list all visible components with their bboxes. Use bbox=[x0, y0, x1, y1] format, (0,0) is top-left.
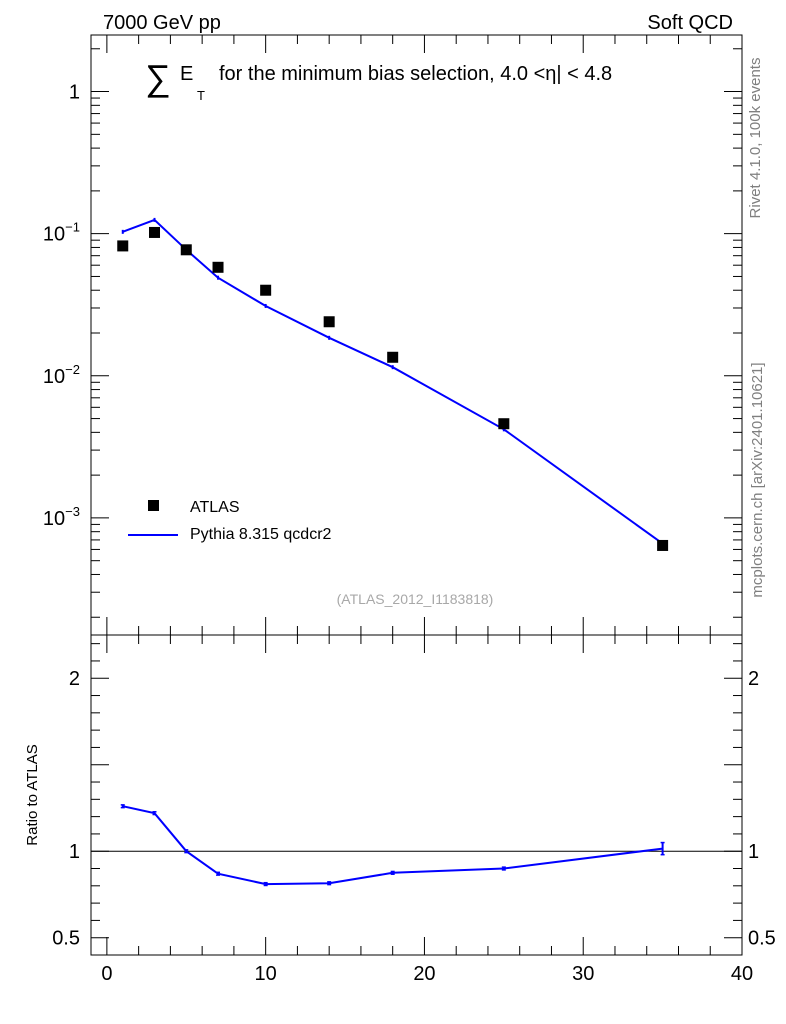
x-tick-label: 10 bbox=[255, 963, 277, 985]
pythia-line bbox=[122, 218, 664, 545]
rivet-version-label: Rivet 4.1.0, 100k events bbox=[747, 58, 764, 219]
ratio-y-tick-label-right: 0.5 bbox=[748, 928, 776, 950]
main-y-tick-label: 1 bbox=[69, 82, 80, 104]
header-left-label: 7000 GeV pp bbox=[103, 12, 221, 34]
main-y-tick-exponent: −1 bbox=[65, 220, 80, 235]
x-tick-label: 20 bbox=[413, 963, 435, 985]
main-plot: ∑ E T for the minimum bias selection, 4.… bbox=[43, 34, 743, 636]
ratio-y-axis-label: Ratio to ATLAS bbox=[24, 744, 41, 845]
x-tick-label: 30 bbox=[572, 963, 594, 985]
title-text: for the minimum bias selection, 4.0 <η| … bbox=[219, 63, 612, 85]
main-y-tick-label: 10−1 bbox=[43, 220, 80, 246]
legend-pythia-label: Pythia 8.315 qcdcr2 bbox=[190, 526, 332, 543]
x-tick-label: 40 bbox=[731, 963, 753, 985]
main-y-tick-base: 10 bbox=[43, 224, 65, 246]
main-plot-frame bbox=[90, 34, 743, 636]
legend: ATLAS Pythia 8.315 qcdcr2 bbox=[128, 499, 332, 543]
ratio-y-tick-label-left: 1 bbox=[69, 841, 80, 863]
title-sigma: ∑ bbox=[145, 57, 171, 98]
atlas-point bbox=[657, 539, 669, 551]
main-y-tick-label: 10−3 bbox=[43, 504, 80, 530]
ratio-y-tick-label-right: 2 bbox=[748, 668, 759, 690]
ratio-y-tick-label-left: 0.5 bbox=[52, 928, 80, 950]
atlas-point bbox=[149, 226, 161, 238]
title-subscript: T bbox=[197, 88, 205, 103]
atlas-point bbox=[180, 244, 192, 256]
main-y-tick-base: 10 bbox=[43, 508, 65, 530]
atlas-point bbox=[387, 351, 399, 363]
main-y-tick-base: 10 bbox=[43, 366, 65, 388]
ratio-plot-frame bbox=[90, 634, 743, 956]
atlas-point bbox=[498, 418, 510, 430]
legend-atlas-label: ATLAS bbox=[190, 499, 240, 516]
ratio-y-tick-label-right: 1 bbox=[748, 841, 759, 863]
legend-atlas-marker bbox=[148, 500, 159, 511]
main-y-tick-base: 1 bbox=[69, 82, 80, 104]
x-tick-label: 0 bbox=[101, 963, 112, 985]
ratio-y-tick-label-left: 2 bbox=[69, 668, 80, 690]
atlas-point bbox=[212, 261, 224, 273]
main-y-tick-exponent: −2 bbox=[65, 362, 80, 377]
atlas-point bbox=[323, 316, 335, 328]
analysis-watermark: (ATLAS_2012_I1183818) bbox=[337, 591, 494, 607]
atlas-point bbox=[260, 284, 272, 296]
main-y-tick-exponent: −3 bbox=[65, 504, 80, 519]
ratio-plot: Ratio to ATLAS 2 2 1 1 0.5 0.5 0 10 20 30 40 bbox=[24, 634, 776, 985]
atlas-point bbox=[117, 240, 129, 252]
main-y-tick-label: 10−2 bbox=[43, 362, 80, 388]
header-right-label: Soft QCD bbox=[647, 12, 733, 34]
mcplots-label: mcplots.cern.ch [arXiv:2401.10621] bbox=[749, 362, 766, 597]
title-variable: E bbox=[180, 63, 193, 85]
